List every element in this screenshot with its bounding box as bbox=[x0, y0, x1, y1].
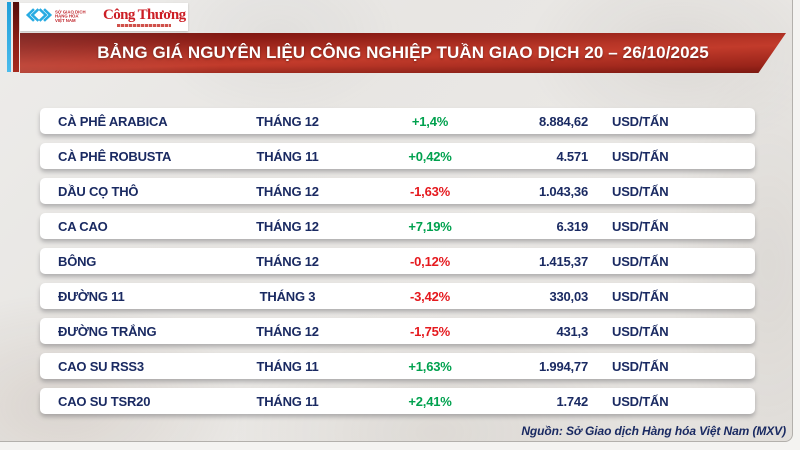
contract-month: THÁNG 12 bbox=[256, 323, 319, 339]
mxv-logo-text: SỞ GIAO DỊCH HÀNG HÓA VIỆT NAM bbox=[55, 10, 86, 24]
contract-month: THÁNG 12 bbox=[256, 113, 319, 129]
price-unit: USD/TẤN bbox=[612, 183, 669, 199]
price-value: 1.994,77 bbox=[538, 358, 588, 374]
contract-month: THÁNG 11 bbox=[256, 148, 319, 164]
contract-month: THÁNG 12 bbox=[256, 183, 319, 199]
contract-month: THÁNG 11 bbox=[256, 358, 319, 374]
contract-month: THÁNG 12 bbox=[256, 253, 319, 269]
header-logo-box: SỞ GIAO DỊCH HÀNG HÓA VIỆT NAM Công Thươ… bbox=[20, 3, 188, 31]
price-value: 6.319 bbox=[556, 218, 588, 234]
price-table: CÀ PHÊ ARABICA THÁNG 12 +1,4% 8.884,62 U… bbox=[40, 108, 755, 414]
table-row: ĐƯỜNG 11 THÁNG 3 -3,42% 330,03 USD/TẤN bbox=[40, 283, 755, 309]
price-value: 431,3 bbox=[556, 323, 588, 339]
price-value: 1.742 bbox=[556, 393, 588, 409]
price-unit: USD/TẤN bbox=[612, 288, 669, 304]
table-row: BÔNG THÁNG 12 -0,12% 1.415,37 USD/TẤN bbox=[40, 248, 755, 274]
price-unit: USD/TẤN bbox=[612, 148, 669, 164]
commodity-name: DẦU CỌ THÔ bbox=[58, 183, 139, 199]
table-row: ĐƯỜNG TRẮNG THÁNG 12 -1,75% 431,3 USD/TẤ… bbox=[40, 318, 755, 344]
mxv-chevrons-icon bbox=[25, 4, 53, 31]
contract-month: THÁNG 11 bbox=[256, 393, 319, 409]
congthuong-tagline-bar bbox=[117, 23, 172, 27]
commodity-name: ĐƯỜNG TRẮNG bbox=[58, 323, 157, 339]
price-unit: USD/TẤN bbox=[612, 113, 669, 129]
change-percent: +0,42% bbox=[408, 148, 452, 164]
price-unit: USD/TẤN bbox=[612, 323, 669, 339]
change-percent: +1,63% bbox=[408, 358, 452, 374]
contract-month: THÁNG 12 bbox=[256, 218, 319, 234]
table-row: CA CAO THÁNG 12 +7,19% 6.319 USD/TẤN bbox=[40, 213, 755, 239]
change-percent: +1,4% bbox=[411, 113, 449, 129]
table-row: CAO SU RSS3 THÁNG 11 +1,63% 1.994,77 USD… bbox=[40, 353, 755, 379]
table-row: CÀ PHÊ ARABICA THÁNG 12 +1,4% 8.884,62 U… bbox=[40, 108, 755, 134]
price-unit: USD/TẤN bbox=[612, 218, 669, 234]
page-title: BẢNG GIÁ NGUYÊN LIỆU CÔNG NGHIỆP TUẦN GI… bbox=[97, 42, 709, 62]
table-row: CAO SU TSR20 THÁNG 11 +2,41% 1.742 USD/T… bbox=[40, 388, 755, 414]
accent-bar-maroon bbox=[13, 2, 19, 72]
price-unit: USD/TẤN bbox=[612, 393, 669, 409]
contract-month: THÁNG 3 bbox=[259, 288, 316, 304]
congthuong-logo: Công Thương bbox=[103, 6, 186, 27]
change-percent: -1,63% bbox=[410, 183, 450, 199]
commodity-name: CÀ PHÊ ARABICA bbox=[58, 113, 168, 129]
change-percent: +7,19% bbox=[408, 218, 452, 234]
price-value: 1.415,37 bbox=[538, 253, 588, 269]
change-percent: +2,41% bbox=[408, 393, 452, 409]
price-value: 8.884,62 bbox=[538, 113, 588, 129]
congthuong-logo-text: Công Thương bbox=[103, 6, 186, 23]
commodity-name: CÀ PHÊ ROBUSTA bbox=[58, 148, 172, 164]
commodity-name: ĐƯỜNG 11 bbox=[58, 288, 125, 304]
title-banner: BẢNG GIÁ NGUYÊN LIỆU CÔNG NGHIỆP TUẦN GI… bbox=[20, 33, 786, 73]
change-percent: -0,12% bbox=[410, 253, 450, 269]
price-value: 1.043,36 bbox=[538, 183, 588, 199]
commodity-name: CAO SU RSS3 bbox=[58, 358, 144, 374]
price-unit: USD/TẤN bbox=[612, 253, 669, 269]
commodity-name: BÔNG bbox=[58, 253, 97, 269]
commodity-name: CAO SU TSR20 bbox=[58, 393, 151, 409]
table-row: CÀ PHÊ ROBUSTA THÁNG 11 +0,42% 4.571 USD… bbox=[40, 143, 755, 169]
accent-bar-cyan bbox=[7, 2, 11, 72]
commodity-name: CA CAO bbox=[58, 218, 108, 234]
price-unit: USD/TẤN bbox=[612, 358, 669, 374]
change-percent: -3,42% bbox=[410, 288, 450, 304]
table-row: DẦU CỌ THÔ THÁNG 12 -1,63% 1.043,36 USD/… bbox=[40, 178, 755, 204]
price-value: 4.571 bbox=[556, 148, 588, 164]
change-percent: -1,75% bbox=[410, 323, 450, 339]
price-value: 330,03 bbox=[549, 288, 588, 304]
source-note: Nguồn: Sở Giao dịch Hàng hóa Việt Nam (M… bbox=[521, 424, 786, 438]
